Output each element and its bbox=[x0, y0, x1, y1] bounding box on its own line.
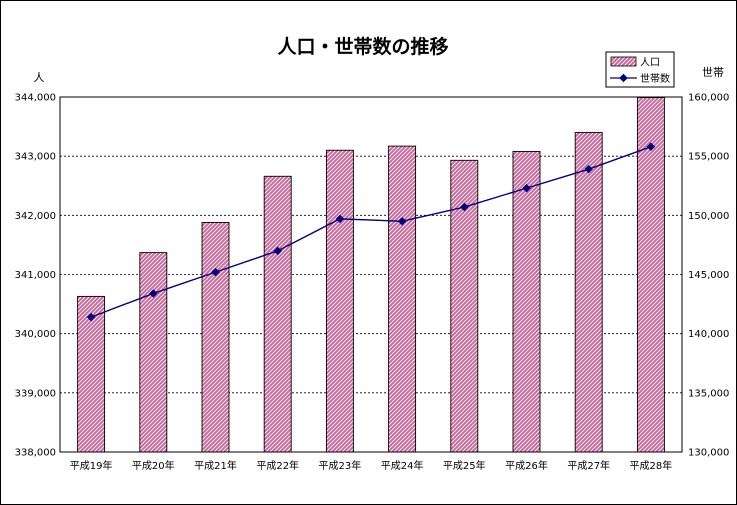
left-tick-label: 342,000 bbox=[15, 211, 56, 222]
bar-population bbox=[77, 295, 106, 453]
bar-population bbox=[388, 145, 417, 453]
bar-population bbox=[139, 252, 168, 453]
household-line-path bbox=[90, 146, 652, 318]
x-tick-label: 平成26年 bbox=[505, 459, 548, 472]
left-tick-label: 338,000 bbox=[15, 448, 56, 459]
right-axis-label: 世帯 bbox=[702, 66, 724, 79]
left-tick-label: 344,000 bbox=[15, 93, 56, 104]
x-tick-label: 平成22年 bbox=[256, 459, 299, 472]
household-line bbox=[86, 142, 656, 322]
bar-population bbox=[201, 221, 230, 453]
x-tick-label: 平成19年 bbox=[70, 459, 113, 472]
marker-household bbox=[397, 217, 407, 226]
chart-title: 人口・世帯数の推移 bbox=[277, 35, 448, 58]
right-tick-label: 160,000 bbox=[688, 93, 729, 104]
x-tick-label: 平成24年 bbox=[381, 459, 424, 472]
marker-household bbox=[86, 312, 96, 322]
left-tick-label: 343,000 bbox=[15, 152, 56, 163]
x-tick-label: 平成21年 bbox=[194, 459, 237, 472]
right-tick-label: 155,000 bbox=[688, 152, 729, 163]
left-tick-label: 340,000 bbox=[15, 329, 56, 340]
x-tick-label: 平成25年 bbox=[443, 459, 486, 472]
bar-population bbox=[263, 175, 292, 453]
legend-swatch-population bbox=[610, 56, 637, 67]
legend-label-household: 世帯数 bbox=[640, 72, 670, 85]
marker-household bbox=[460, 202, 469, 212]
legend: 人口 世帯数 bbox=[605, 51, 675, 88]
right-tick-label: 150,000 bbox=[688, 211, 729, 222]
bar-population bbox=[512, 150, 541, 453]
right-axis-ticks: 130,000 135,000 140,000 145,000 150,000 155,0… bbox=[688, 93, 729, 459]
x-tick-label: 平成20年 bbox=[132, 459, 175, 472]
x-tick-label: 平成27年 bbox=[567, 459, 610, 472]
left-tick-label: 341,000 bbox=[15, 270, 56, 281]
x-tick-label: 平成23年 bbox=[319, 459, 362, 472]
marker-household bbox=[211, 267, 220, 277]
legend-label-population: 人口 bbox=[640, 57, 660, 69]
bar-population bbox=[636, 97, 665, 453]
plot-axes bbox=[59, 96, 683, 453]
left-tick-label: 339,000 bbox=[15, 388, 56, 399]
right-tick-label: 145,000 bbox=[688, 270, 729, 281]
x-axis-ticks: 平成19年 平成20年 平成21年 平成22年 平成23年 平成24年 平成25年 平成26年… bbox=[70, 459, 673, 472]
x-tick-label: 平成28年 bbox=[630, 459, 673, 472]
right-tick-label: 130,000 bbox=[688, 448, 729, 459]
right-tick-label: 140,000 bbox=[688, 329, 729, 340]
plot-area-border bbox=[59, 96, 683, 453]
marker-household bbox=[273, 246, 282, 256]
marker-household bbox=[149, 289, 158, 298]
bar-population bbox=[574, 132, 603, 453]
bar-population bbox=[325, 149, 354, 453]
left-axis-ticks: 338,000 339,000 340,000 341,000 342,000 343,0… bbox=[15, 93, 56, 459]
marker-household bbox=[335, 214, 345, 224]
left-axis-label: 人 bbox=[34, 71, 45, 84]
right-tick-label: 135,000 bbox=[688, 388, 729, 399]
population-bars bbox=[77, 97, 665, 453]
